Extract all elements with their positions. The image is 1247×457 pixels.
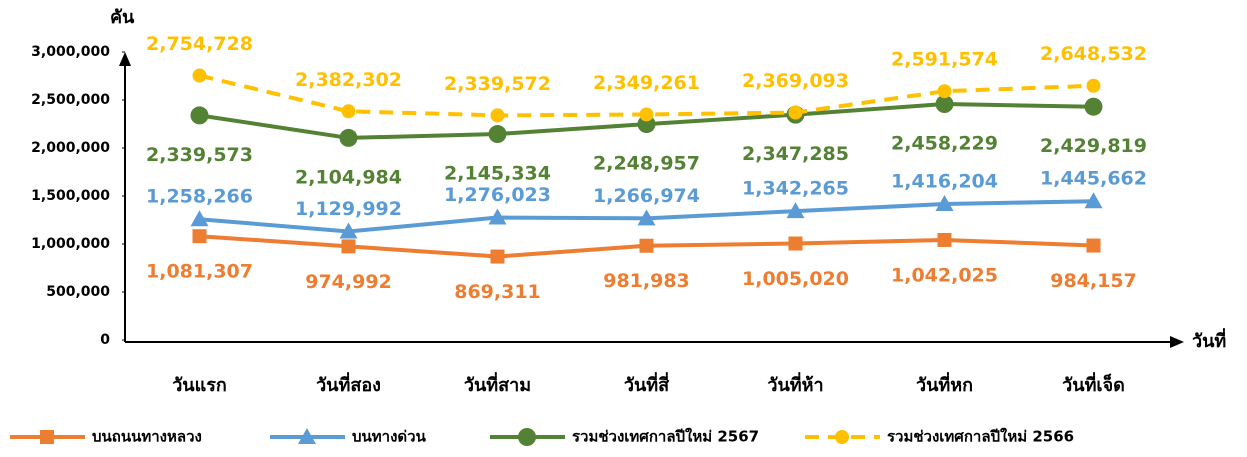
data-label: 2,145,334 — [444, 163, 551, 185]
x-tick-label: วันที่สาม — [464, 372, 531, 396]
legend-label: รวมช่วงเทศกาลปีใหม่ 2567 — [572, 428, 759, 446]
data-label: 2,339,572 — [444, 73, 551, 95]
data-point — [639, 238, 654, 253]
data-point — [935, 195, 954, 212]
data-point — [490, 108, 505, 123]
data-label: 1,276,023 — [444, 184, 551, 206]
x-tick-label: วันที่สอง — [316, 372, 381, 396]
data-point — [341, 239, 356, 254]
y-tick-label: 2,000,000 — [31, 140, 110, 156]
y-axis-label: คัน — [110, 7, 135, 28]
data-point — [190, 106, 209, 125]
y-tick-label: 2,500,000 — [31, 92, 110, 108]
data-label: 2,429,819 — [1040, 135, 1147, 157]
data-label: 1,258,266 — [146, 186, 253, 208]
data-label: 2,754,728 — [146, 33, 253, 55]
legend-marker — [298, 428, 316, 444]
data-point — [488, 125, 507, 144]
data-point — [192, 68, 207, 83]
data-label: 2,382,302 — [295, 69, 402, 91]
data-label: 984,157 — [1050, 270, 1137, 292]
legend-marker — [835, 430, 849, 444]
data-label: 2,104,984 — [295, 166, 402, 188]
y-tick-label: 1,500,000 — [31, 188, 110, 204]
data-point — [937, 84, 952, 99]
data-point — [490, 249, 505, 264]
data-point — [788, 236, 803, 251]
data-label: 2,458,229 — [891, 133, 998, 155]
data-point — [786, 202, 805, 219]
y-tick-label: 0 — [100, 332, 110, 348]
data-label: 2,648,532 — [1040, 43, 1147, 65]
y-tick-label: 1,000,000 — [31, 236, 110, 252]
data-point — [1086, 78, 1101, 93]
y-axis-arrow — [119, 52, 131, 66]
y-tick-label: 500,000 — [46, 284, 110, 300]
data-point — [192, 229, 207, 244]
legend-marker — [40, 430, 54, 444]
data-label: 1,081,307 — [146, 261, 253, 283]
legend-label: บนถนนทางหลวง — [92, 428, 202, 446]
data-label: 2,591,574 — [891, 49, 998, 71]
x-tick-label: วันแรก — [172, 375, 227, 396]
data-label: 869,311 — [454, 281, 541, 303]
data-point — [1084, 97, 1103, 116]
x-tick-label: วันที่หก — [916, 372, 973, 396]
x-axis-label: วันที่ — [1192, 328, 1226, 352]
data-label: 2,369,093 — [742, 70, 849, 92]
data-point — [937, 232, 952, 247]
data-point — [637, 209, 656, 226]
data-label: 1,005,020 — [742, 268, 849, 290]
data-point — [339, 128, 358, 147]
data-label: 1,266,974 — [593, 185, 700, 207]
legend-marker — [518, 428, 536, 446]
data-label: 2,349,261 — [593, 72, 700, 94]
data-label: 2,347,285 — [742, 143, 849, 165]
data-label: 981,983 — [603, 270, 690, 292]
data-label: 1,445,662 — [1040, 168, 1147, 190]
data-label: 974,992 — [305, 271, 392, 293]
legend-label: รวมช่วงเทศกาลปีใหม่ 2566 — [887, 428, 1074, 446]
data-point — [341, 104, 356, 119]
data-label: 1,416,204 — [891, 171, 998, 193]
y-tick-label: 3,000,000 — [31, 44, 110, 60]
data-point — [788, 105, 803, 120]
data-point — [1084, 192, 1103, 209]
data-point — [639, 107, 654, 122]
data-label: 2,248,957 — [593, 153, 700, 175]
data-point — [190, 210, 209, 227]
x-tick-label: วันที่เจ็ด — [1062, 372, 1125, 396]
legend-label: บนทางด่วน — [352, 428, 427, 446]
x-tick-label: วันที่ห้า — [767, 372, 823, 396]
data-label: 1,342,265 — [742, 178, 849, 200]
data-point — [935, 95, 954, 114]
data-label: 1,042,025 — [891, 264, 998, 286]
data-point — [339, 222, 358, 239]
data-label: 1,129,992 — [295, 198, 402, 220]
data-point — [488, 208, 507, 225]
x-axis-arrow — [1170, 336, 1184, 348]
data-label: 2,339,573 — [146, 144, 253, 166]
x-tick-label: วันที่สี่ — [624, 372, 670, 396]
data-point — [1086, 238, 1101, 253]
